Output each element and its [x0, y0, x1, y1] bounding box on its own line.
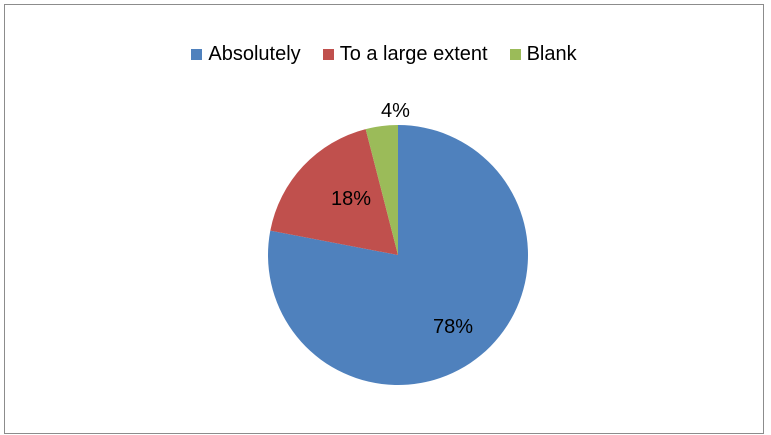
pie-data-labels: 78% 18% 4% — [331, 100, 473, 338]
data-label-blank: 4% — [381, 100, 410, 122]
pie-slices — [267, 125, 528, 386]
legend-item-blank: Blank — [509, 43, 577, 66]
pie-slice-to-a-large-extent — [270, 129, 398, 255]
legend-swatch-absolutely — [191, 49, 203, 60]
pie-slice-blank — [365, 125, 398, 255]
pie-chart: 78% 18% 4% — [267, 100, 528, 386]
legend-label-blank: Blank — [526, 43, 577, 65]
legend-item-absolutely: Absolutely — [191, 43, 301, 66]
chart-area: Absolutely To a large extent Blank 78% 18… — [4, 4, 764, 434]
legend-label-to-a-large-extent: To a large extent — [339, 43, 488, 65]
legend: Absolutely To a large extent Blank — [5, 43, 763, 66]
legend-swatch-blank — [509, 49, 521, 60]
legend-item-to-a-large-extent: To a large extent — [322, 43, 488, 66]
data-label-to-a-large-extent: 18% — [331, 188, 371, 210]
pie-slice-absolutely — [267, 125, 528, 386]
data-label-absolutely: 78% — [433, 316, 473, 338]
legend-swatch-to-a-large-extent — [322, 49, 334, 60]
legend-label-absolutely: Absolutely — [208, 43, 301, 65]
